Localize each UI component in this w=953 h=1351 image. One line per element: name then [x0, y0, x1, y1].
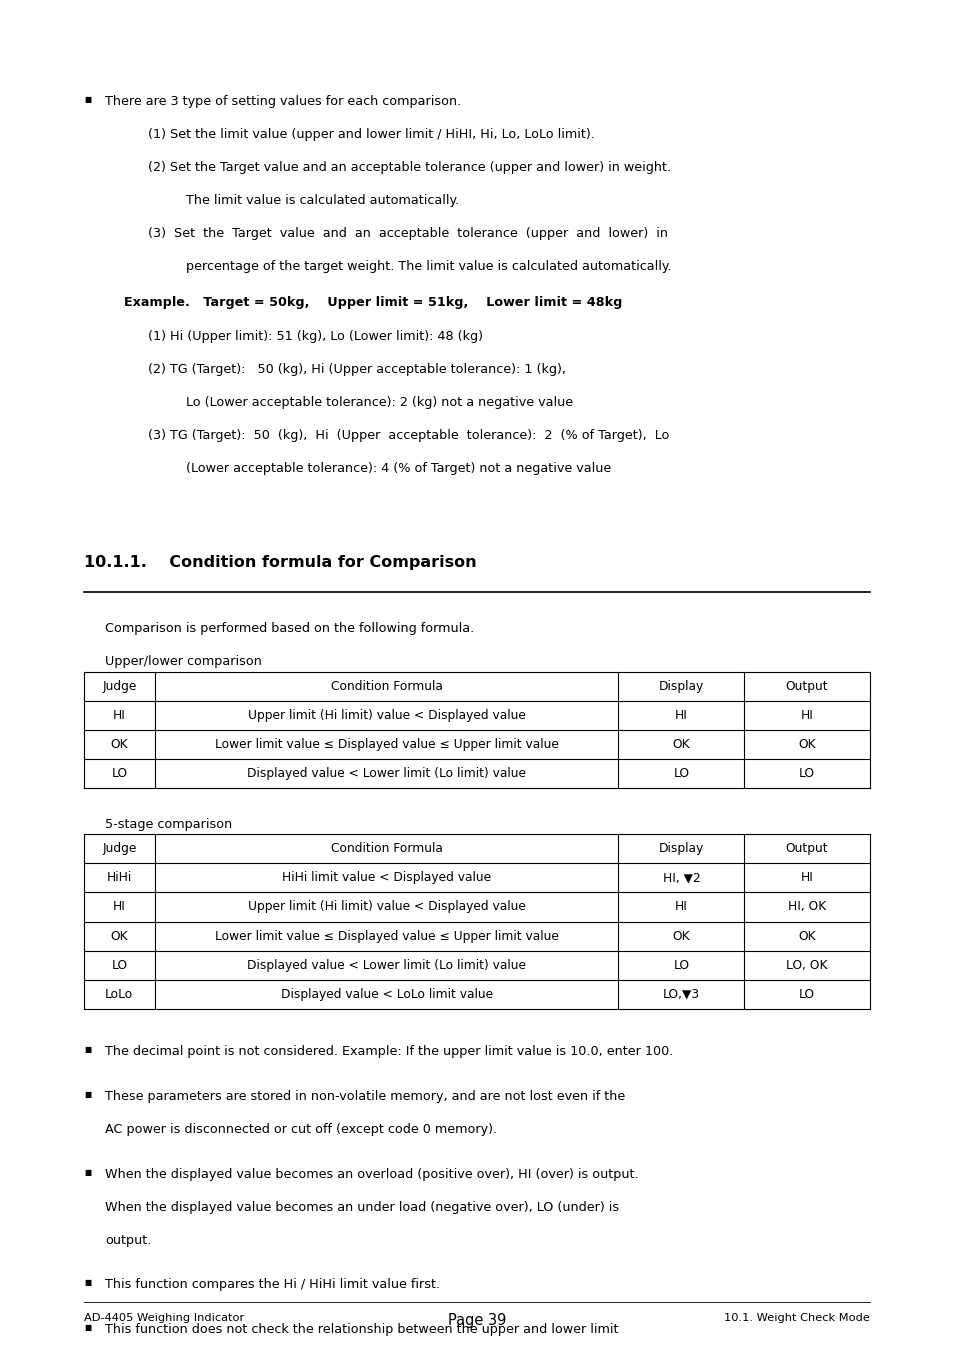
- Text: Display: Display: [659, 843, 703, 855]
- Text: (2) Set the Target value and an acceptable tolerance (upper and lower) in weight: (2) Set the Target value and an acceptab…: [148, 161, 670, 174]
- Text: The limit value is calculated automatically.: The limit value is calculated automatica…: [186, 193, 458, 207]
- Text: 5-stage comparison: 5-stage comparison: [105, 817, 232, 831]
- Text: ■: ■: [84, 95, 91, 104]
- Text: LO: LO: [112, 767, 128, 780]
- Text: output.: output.: [105, 1233, 152, 1247]
- Text: This function compares the Hi / HiHi limit value first.: This function compares the Hi / HiHi lim…: [105, 1278, 439, 1292]
- Text: HI, ▼2: HI, ▼2: [661, 871, 700, 885]
- Text: There are 3 type of setting values for each comparison.: There are 3 type of setting values for e…: [105, 95, 460, 108]
- Text: HI, OK: HI, OK: [787, 901, 825, 913]
- Text: AD-4405 Weighing Indicator: AD-4405 Weighing Indicator: [84, 1313, 244, 1323]
- Text: OK: OK: [672, 738, 689, 751]
- Text: Output: Output: [785, 843, 827, 855]
- Text: Displayed value < LoLo limit value: Displayed value < LoLo limit value: [280, 988, 492, 1001]
- Text: HI: HI: [112, 901, 126, 913]
- Text: Display: Display: [659, 680, 703, 693]
- Text: 10.1. Weight Check Mode: 10.1. Weight Check Mode: [723, 1313, 869, 1323]
- Text: Lo (Lower acceptable tolerance): 2 (kg) not a negative value: Lo (Lower acceptable tolerance): 2 (kg) …: [186, 396, 573, 409]
- Text: (2) TG (Target):   50 (kg), Hi (Upper acceptable tolerance): 1 (kg),: (2) TG (Target): 50 (kg), Hi (Upper acce…: [148, 362, 565, 376]
- Text: HI: HI: [800, 709, 813, 721]
- Text: (3)  Set  the  Target  value  and  an  acceptable  tolerance  (upper  and  lower: (3) Set the Target value and an acceptab…: [148, 227, 667, 240]
- Text: (1) Hi (Upper limit): 51 (kg), Lo (Lower limit): 48 (kg): (1) Hi (Upper limit): 51 (kg), Lo (Lower…: [148, 330, 482, 343]
- Text: ■: ■: [84, 1046, 91, 1054]
- Text: HiHi: HiHi: [107, 871, 132, 885]
- Text: (1) Set the limit value (upper and lower limit / HiHI, Hi, Lo, LoLo limit).: (1) Set the limit value (upper and lower…: [148, 128, 594, 141]
- Text: OK: OK: [111, 738, 128, 751]
- Text: LoLo: LoLo: [105, 988, 133, 1001]
- Text: Upper/lower comparison: Upper/lower comparison: [105, 655, 261, 669]
- Text: LO: LO: [112, 959, 128, 971]
- Text: Condition Formula: Condition Formula: [331, 680, 442, 693]
- Text: Upper limit (Hi limit) value < Displayed value: Upper limit (Hi limit) value < Displayed…: [248, 901, 525, 913]
- Text: ■: ■: [84, 1090, 91, 1098]
- Text: Comparison is performed based on the following formula.: Comparison is performed based on the fol…: [105, 623, 474, 635]
- Text: LO: LO: [799, 988, 815, 1001]
- Text: OK: OK: [111, 929, 128, 943]
- Text: LO: LO: [799, 767, 815, 780]
- Text: 10.1.1.    Condition formula for Comparison: 10.1.1. Condition formula for Comparison: [84, 555, 476, 570]
- Text: (Lower acceptable tolerance): 4 (% of Target) not a negative value: (Lower acceptable tolerance): 4 (% of Ta…: [186, 462, 611, 476]
- Text: HI: HI: [800, 871, 813, 885]
- Text: OK: OK: [798, 738, 815, 751]
- Text: OK: OK: [798, 929, 815, 943]
- Text: HI: HI: [112, 709, 126, 721]
- Text: LO: LO: [673, 959, 689, 971]
- Text: ■: ■: [84, 1278, 91, 1288]
- Text: LO: LO: [673, 767, 689, 780]
- Text: Example.   Target = 50kg,    Upper limit = 51kg,    Lower limit = 48kg: Example. Target = 50kg, Upper limit = 51…: [124, 296, 621, 309]
- Text: Condition Formula: Condition Formula: [331, 843, 442, 855]
- Text: When the displayed value becomes an overload (positive over), HI (over) is outpu: When the displayed value becomes an over…: [105, 1167, 638, 1181]
- Text: LO, OK: LO, OK: [785, 959, 827, 971]
- Text: HiHi limit value < Displayed value: HiHi limit value < Displayed value: [282, 871, 491, 885]
- Text: AC power is disconnected or cut off (except code 0 memory).: AC power is disconnected or cut off (exc…: [105, 1123, 497, 1136]
- Text: The decimal point is not considered. Example: If the upper limit value is 10.0, : The decimal point is not considered. Exa…: [105, 1046, 673, 1058]
- Text: Displayed value < Lower limit (Lo limit) value: Displayed value < Lower limit (Lo limit)…: [247, 767, 525, 780]
- Text: percentage of the target weight. The limit value is calculated automatically.: percentage of the target weight. The lim…: [186, 259, 671, 273]
- Text: When the displayed value becomes an under load (negative over), LO (under) is: When the displayed value becomes an unde…: [105, 1201, 618, 1213]
- Text: Output: Output: [785, 680, 827, 693]
- Text: Page 39: Page 39: [447, 1313, 506, 1328]
- Text: Upper limit (Hi limit) value < Displayed value: Upper limit (Hi limit) value < Displayed…: [248, 709, 525, 721]
- Text: HI: HI: [674, 709, 687, 721]
- Text: (3) TG (Target):  50  (kg),  Hi  (Upper  acceptable  tolerance):  2  (% of Targe: (3) TG (Target): 50 (kg), Hi (Upper acce…: [148, 428, 669, 442]
- Text: This function does not check the relationship between the upper and lower limit: This function does not check the relatio…: [105, 1323, 618, 1336]
- Text: LO,▼3: LO,▼3: [662, 988, 700, 1001]
- Text: ■: ■: [84, 1323, 91, 1332]
- Text: Judge: Judge: [102, 680, 136, 693]
- Text: Lower limit value ≤ Displayed value ≤ Upper limit value: Lower limit value ≤ Displayed value ≤ Up…: [214, 929, 558, 943]
- Text: Displayed value < Lower limit (Lo limit) value: Displayed value < Lower limit (Lo limit)…: [247, 959, 525, 971]
- Text: Lower limit value ≤ Displayed value ≤ Upper limit value: Lower limit value ≤ Displayed value ≤ Up…: [214, 738, 558, 751]
- Text: OK: OK: [672, 929, 689, 943]
- Text: ■: ■: [84, 1167, 91, 1177]
- Text: Judge: Judge: [102, 843, 136, 855]
- Text: These parameters are stored in non-volatile memory, and are not lost even if the: These parameters are stored in non-volat…: [105, 1090, 624, 1102]
- Text: HI: HI: [674, 901, 687, 913]
